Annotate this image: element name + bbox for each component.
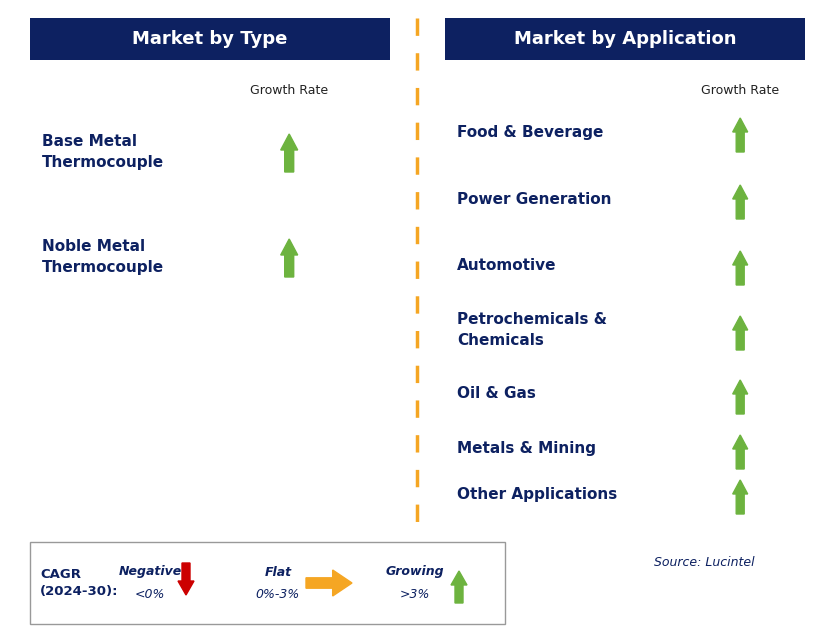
Text: Source: Lucintel: Source: Lucintel: [653, 555, 753, 569]
Text: Negative: Negative: [118, 566, 181, 578]
Text: Automotive: Automotive: [456, 257, 556, 272]
Text: Growing: Growing: [385, 566, 444, 578]
Polygon shape: [732, 251, 747, 285]
Polygon shape: [281, 239, 297, 277]
Polygon shape: [732, 118, 747, 152]
Text: Power Generation: Power Generation: [456, 191, 611, 207]
FancyBboxPatch shape: [445, 18, 804, 60]
Text: Growth Rate: Growth Rate: [700, 83, 778, 96]
Text: Base Metal
Thermocouple: Base Metal Thermocouple: [42, 134, 164, 170]
Text: Oil & Gas: Oil & Gas: [456, 386, 535, 401]
Text: Petrochemicals &
Chemicals: Petrochemicals & Chemicals: [456, 312, 606, 348]
Polygon shape: [732, 380, 747, 414]
Text: Metals & Mining: Metals & Mining: [456, 442, 595, 456]
Text: CAGR: CAGR: [40, 568, 81, 580]
Text: Growth Rate: Growth Rate: [250, 83, 328, 96]
Text: <0%: <0%: [135, 587, 165, 600]
Text: Other Applications: Other Applications: [456, 487, 617, 501]
Text: Market by Application: Market by Application: [513, 30, 735, 48]
Text: (2024-30):: (2024-30):: [40, 586, 118, 598]
Polygon shape: [306, 570, 352, 596]
Polygon shape: [732, 480, 747, 514]
Text: Food & Beverage: Food & Beverage: [456, 125, 603, 139]
Polygon shape: [450, 571, 466, 603]
Text: Market by Type: Market by Type: [132, 30, 287, 48]
Text: >3%: >3%: [399, 587, 430, 600]
Text: Noble Metal
Thermocouple: Noble Metal Thermocouple: [42, 239, 164, 275]
Polygon shape: [281, 134, 297, 172]
FancyBboxPatch shape: [30, 18, 389, 60]
FancyBboxPatch shape: [30, 542, 504, 624]
Polygon shape: [732, 316, 747, 350]
Polygon shape: [178, 563, 194, 595]
Polygon shape: [732, 185, 747, 219]
Polygon shape: [732, 435, 747, 469]
Text: Flat: Flat: [264, 566, 291, 578]
Text: 0%-3%: 0%-3%: [256, 587, 300, 600]
